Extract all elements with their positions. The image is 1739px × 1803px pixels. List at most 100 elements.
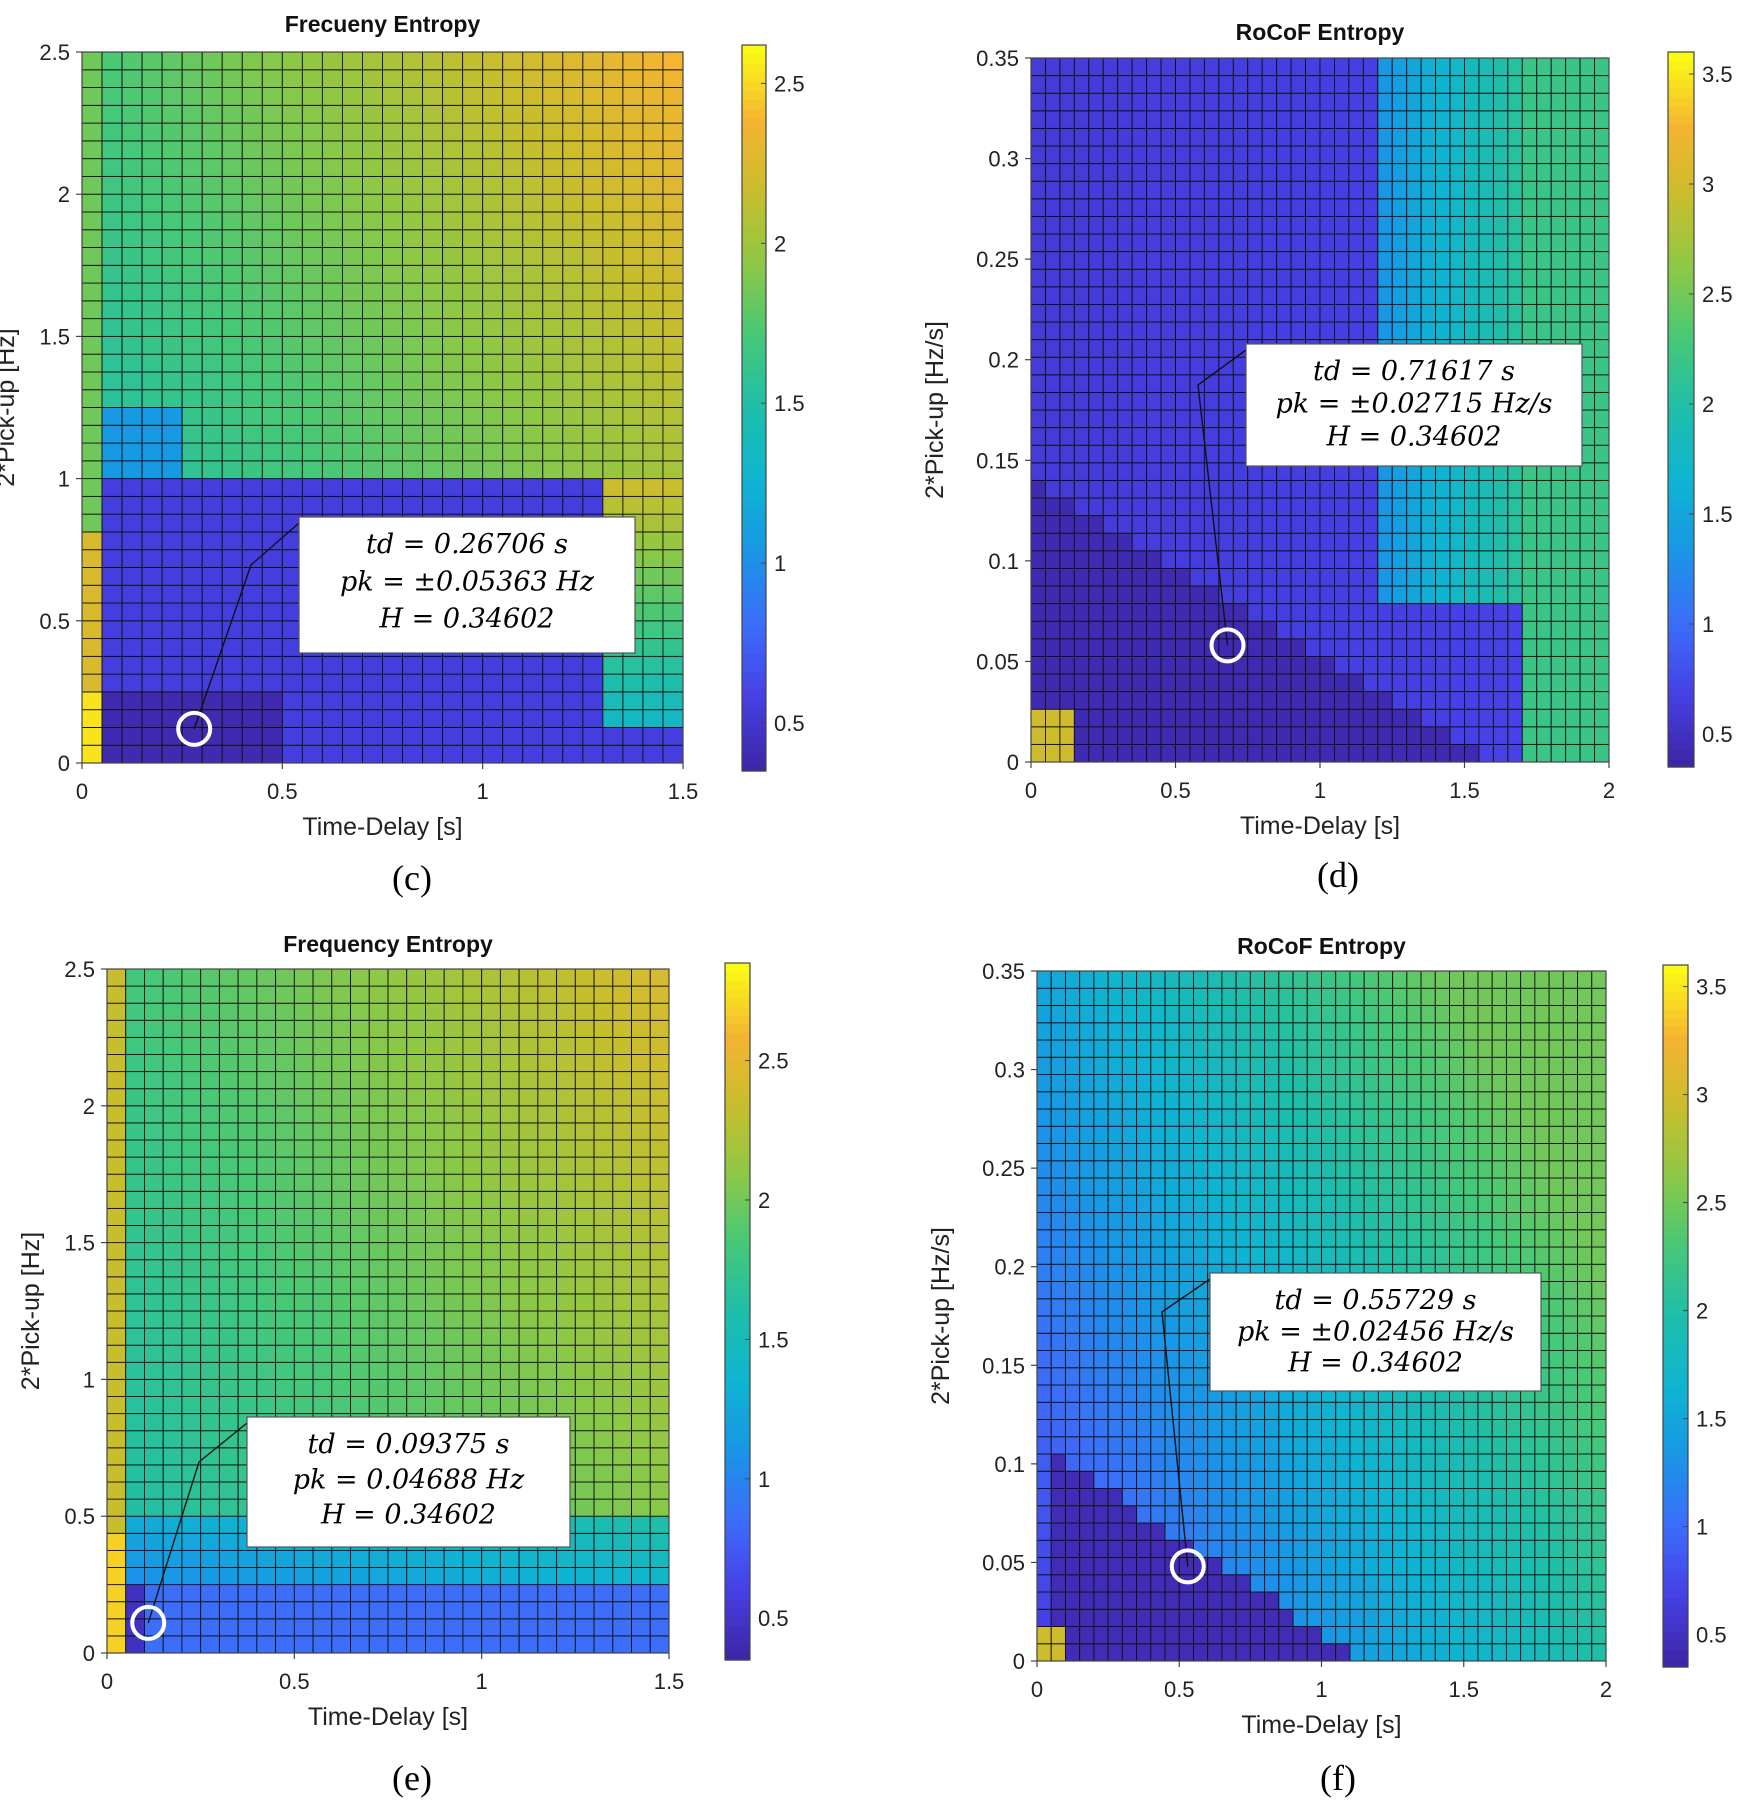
heatmap-cell [200,1122,220,1141]
heatmap-cell [1261,567,1278,587]
heatmap-cell [1102,233,1119,253]
colorbar-segment [742,253,766,264]
heatmap-cell [81,531,103,551]
heatmap-cell [642,584,664,604]
heatmap-cell [1521,163,1538,182]
heatmap-cell [101,442,123,462]
heatmap-cell [602,478,624,497]
heatmap-cell [1164,1263,1180,1282]
heatmap-cell [1218,497,1234,517]
heatmap-cell [1175,321,1191,341]
heatmap-cell [1305,198,1321,217]
colorbar-segment [725,1172,750,1182]
heatmap-cell [200,1515,220,1534]
heatmap-cell [1059,75,1075,94]
heatmap-cell [301,104,323,124]
heatmap-cell [141,673,163,693]
heatmap-cell [1121,1108,1138,1127]
heatmap-cell [1290,110,1306,129]
heatmap-cell [662,620,684,640]
heatmap-cell [256,1139,277,1158]
heatmap-cell [406,1122,426,1141]
heatmap-cell [542,51,564,71]
heatmap-cell [312,1036,333,1055]
heatmap-cell [1391,233,1408,253]
heatmap-cell [1247,479,1263,499]
y-tick-label: 0.5 [39,609,70,634]
heatmap-cell [1492,567,1509,587]
heatmap-cell [81,638,103,657]
heatmap-cell [1073,726,1090,745]
colorbar-segment [742,90,766,101]
heatmap-cell [1261,515,1278,534]
heatmap-cell [1073,479,1090,499]
heatmap-cell [642,655,664,675]
heatmap-cell [1064,1074,1081,1093]
heatmap-cell [1235,1160,1251,1179]
heatmap-cell [1507,57,1523,77]
heatmap-cell [1507,567,1523,587]
heatmap-cell [275,1054,295,1073]
heatmap-cell [462,1071,483,1090]
heatmap-cell [1146,180,1162,200]
heatmap-cell [562,691,584,711]
heatmap-cell [1420,673,1437,693]
heatmap-cell [331,1259,351,1278]
heatmap-cell [241,335,263,355]
heatmap-cell [425,1242,445,1261]
heatmap-cell [1160,743,1176,763]
heatmap-cell [1136,1246,1152,1265]
heatmap-cell [612,1019,632,1038]
heatmap-cell [1121,1539,1138,1558]
heatmap-cell [1079,1298,1095,1317]
heatmap-cell [1044,726,1061,745]
heatmap-cell [1121,1419,1138,1438]
heatmap-cell [1218,550,1234,569]
heatmap-cell [221,407,243,426]
heatmap-cell [1449,620,1465,640]
heatmap-cell [144,1447,164,1466]
heatmap-cell [1121,987,1138,1006]
heatmap-cell [1594,550,1610,569]
heatmap-cell [1247,145,1263,165]
heatmap-cell [1030,391,1046,411]
heatmap-cell [1478,620,1494,640]
heatmap-cell [1036,1470,1052,1489]
heatmap-cell [612,1139,632,1158]
heatmap-cell [382,193,403,213]
heatmap-cell [402,175,424,195]
heatmap-cell [631,1019,651,1038]
heatmap-cell [1064,1143,1081,1162]
heatmap-cell [1305,127,1321,147]
heatmap-cell [1036,1626,1052,1645]
heatmap-cell [574,1481,595,1500]
heatmap-cell [1175,550,1191,569]
colorbar-segment [742,344,766,355]
heatmap-cell [443,1396,464,1415]
heatmap-cell [1059,303,1075,323]
heatmap-cell [1333,673,1350,693]
heatmap-cell [1594,743,1610,763]
heatmap-cell [1492,233,1509,253]
heatmap-cell [200,1584,220,1603]
heatmap-cell [101,602,123,622]
y-tick-label: 0.5 [64,1504,95,1529]
heatmap-cell [1044,180,1061,200]
heatmap-cell [542,140,564,160]
heatmap-cell [1064,1212,1081,1231]
heatmap-cell [331,1019,351,1038]
heatmap-cell [518,1122,539,1141]
heatmap-cell [1391,92,1408,112]
heatmap-cell [181,389,203,408]
heatmap-cell [1276,567,1292,587]
heatmap-cell [221,264,243,284]
colorbar-segment [1668,606,1694,616]
heatmap-cell [1079,1263,1095,1282]
heatmap-cell [631,1481,651,1500]
heatmap-cell [321,691,343,711]
heatmap-cell [181,1242,202,1261]
heatmap-cell [1235,1557,1251,1576]
colorbar-segment [1668,615,1694,625]
heatmap-cell [281,442,303,462]
heatmap-cell [1088,726,1104,745]
